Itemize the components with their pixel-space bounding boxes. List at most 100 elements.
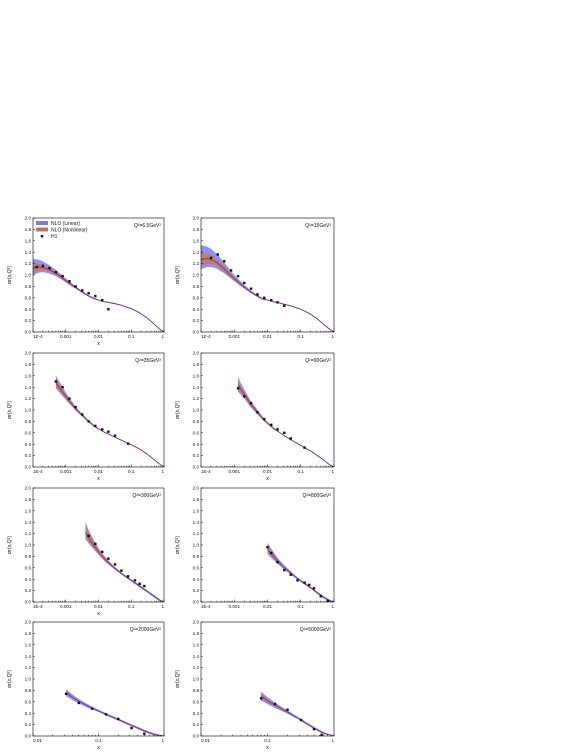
data-point	[270, 423, 273, 427]
nonlinear-curve	[237, 384, 334, 467]
y-tick-label: 2.0	[25, 620, 32, 625]
data-point	[61, 274, 64, 278]
y-tick-label: 1.0	[25, 273, 32, 278]
y-tick-label: 1.2	[25, 396, 32, 401]
data-point	[276, 428, 279, 431]
y-tick-label: 0.8	[193, 688, 200, 693]
linear-band	[238, 376, 334, 467]
y-tick-label: 0.6	[25, 565, 32, 570]
y-tick-label: 0.0	[193, 600, 200, 605]
y-tick-label: 0.4	[193, 577, 200, 582]
x-tick-label: 0.1	[128, 469, 135, 474]
y-tick-label: 0.0	[193, 734, 200, 739]
data-point	[61, 386, 64, 389]
x-tick-label: 1	[331, 604, 334, 609]
q2-label: Q²=300GeV²	[133, 493, 162, 499]
data-point	[276, 560, 279, 564]
data-point	[54, 380, 58, 383]
y-tick-label: 2.0	[193, 351, 200, 356]
x-tick-label: 0.1	[264, 738, 271, 743]
x-tick-label: 1E-4	[33, 469, 43, 474]
y-axis-title: σr(x,Q²)	[175, 266, 181, 284]
data-point	[270, 551, 273, 555]
x-tick-label: 0.01	[94, 469, 103, 474]
y-tick-label: 0.4	[25, 577, 32, 582]
x-tick-label: 0.01	[263, 469, 272, 474]
nonlinear-curve	[267, 549, 334, 602]
q2-label: Q²=800GeV²	[303, 493, 332, 499]
y-tick-label: 1.2	[193, 531, 200, 536]
data-point	[283, 431, 286, 434]
x-tick-label: 0.001	[229, 469, 241, 474]
nonlinear-curve	[85, 532, 164, 602]
panel-data-area	[259, 691, 334, 736]
y-tick-label: 0.8	[193, 419, 200, 424]
data-point	[270, 298, 273, 302]
x-tick-label: 0.1	[298, 604, 305, 609]
data-point	[87, 292, 90, 295]
x-tick-label: 0.001	[229, 334, 241, 339]
data-point	[101, 550, 104, 554]
data-point	[209, 256, 213, 260]
y-tick-label: 1.6	[25, 238, 32, 243]
y-tick-label: 0.0	[25, 600, 32, 605]
data-point	[143, 732, 146, 735]
q2-label: Q²=5000GeV²	[300, 627, 332, 633]
data-point	[223, 260, 226, 263]
y-tick-label: 1.4	[25, 250, 32, 255]
y-tick-label: 0.8	[193, 554, 200, 559]
data-point	[94, 542, 97, 546]
y-tick-label: 1.4	[25, 385, 32, 390]
data-point	[312, 587, 316, 590]
legend: NLO (Linear)NLO (Nonlinear)H1	[36, 221, 88, 240]
y-tick-label: 1.2	[193, 665, 200, 670]
panel-data-area	[64, 689, 164, 736]
y-tick-label: 1.2	[193, 261, 200, 266]
y-tick-label: 1.6	[193, 373, 200, 378]
plot-frame	[32, 621, 165, 737]
y-tick-label: 0.4	[25, 711, 32, 716]
data-point	[68, 280, 71, 283]
y-tick-label: 1.0	[25, 408, 32, 413]
data-point	[87, 534, 90, 538]
nonlinear-band	[238, 380, 334, 467]
y-tick-label: 0.8	[25, 284, 32, 289]
data-point	[41, 264, 45, 268]
y-tick-label: 1.2	[25, 261, 32, 266]
y-tick-label: 1.2	[25, 531, 32, 536]
q2-label: Q²=90GeV²	[305, 358, 331, 364]
data-point	[48, 266, 51, 270]
panel-1: 0.0 0.2 0.4 0.6 0.8 1.0 1.2 1.4 1.6 1.8 2.0 1E-4 0.0…	[7, 216, 164, 347]
data-point	[216, 253, 219, 256]
y-tick-label: 0.8	[25, 419, 32, 424]
y-axis-title: σr(x,Q²)	[175, 670, 181, 688]
panel-data-area	[201, 245, 334, 332]
linear-band	[85, 522, 164, 602]
y-tick-label: 1.4	[193, 520, 200, 525]
q2-label: Q²=2000GeV²	[130, 627, 162, 633]
y-tick-label: 1.4	[193, 654, 200, 659]
linear-curve	[65, 692, 164, 736]
linear-band	[267, 542, 334, 602]
x-axis-title: x	[97, 341, 100, 347]
y-tick-label: 0.4	[193, 307, 200, 312]
data-point	[276, 301, 279, 304]
panel-4: 0.0 0.2 0.4 0.6 0.8 1.0 1.2 1.4 1.6 1.8 2.0 1E-4 0.0…	[175, 351, 334, 482]
nonlinear-band	[261, 693, 334, 736]
legend-data-marker	[40, 235, 44, 238]
linear-curve	[237, 384, 334, 467]
x-tick-label: 0.1	[128, 334, 135, 339]
data-point	[130, 726, 133, 730]
data-point	[107, 308, 110, 311]
y-tick-label: 2.0	[193, 216, 200, 221]
y-tick-label: 1.8	[193, 362, 200, 367]
y-tick-label: 1.6	[25, 373, 32, 378]
plot-frame	[200, 217, 335, 333]
q2-label: Q²=6.5GeV²	[134, 223, 161, 229]
data-point	[77, 701, 80, 705]
legend-linear-swatch	[36, 221, 48, 225]
data-point	[90, 707, 94, 710]
panel-5: 0.0 0.2 0.4 0.6 0.8 1.0 1.2 1.4 1.6 1.8 2.0 1E-4 0.0…	[7, 486, 164, 617]
y-tick-label: 0.6	[193, 430, 200, 435]
x-tick-label: 0.01	[201, 738, 210, 743]
